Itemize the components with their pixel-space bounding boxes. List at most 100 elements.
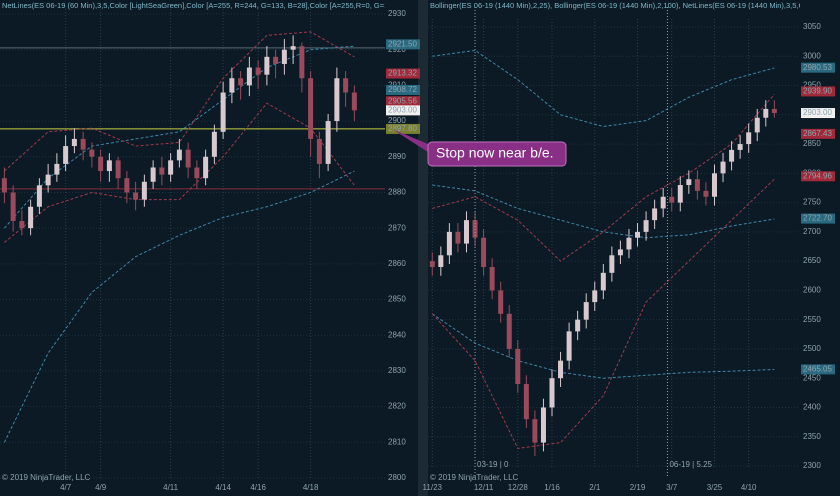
y-tick-label: 2350 <box>803 432 821 441</box>
y-tick-label: 2750 <box>803 198 821 207</box>
candle-body <box>334 78 340 122</box>
x-tick-label: 2/1 <box>589 483 601 492</box>
price-flag-label: 2867.43 <box>803 129 832 138</box>
candle-body <box>737 144 743 150</box>
price-flag-label: 2794.96 <box>803 171 832 180</box>
candle-body <box>515 348 521 385</box>
band-line <box>3 170 355 443</box>
candle-body <box>489 266 495 291</box>
x-tick-label: 4/18 <box>303 483 319 492</box>
candle-body <box>703 190 709 197</box>
candle-body <box>115 160 121 179</box>
x-tick-label: 4/10 <box>741 483 757 492</box>
candle-body <box>264 56 270 75</box>
callout-box <box>427 141 567 167</box>
candle-body <box>220 92 226 132</box>
y-tick-label: 2840 <box>388 330 406 339</box>
candle-body <box>592 290 598 303</box>
price-flag <box>801 171 835 182</box>
candle-body <box>506 313 512 349</box>
candle-body <box>660 196 666 209</box>
y-tick-label: 2300 <box>803 461 821 470</box>
y-tick-label: 3000 <box>803 51 821 60</box>
x-tick-label: 12/11 <box>474 483 494 492</box>
candle-body <box>652 208 658 221</box>
candle-body <box>238 78 244 86</box>
candle-body <box>176 149 182 161</box>
x-tick-label: 4/14 <box>215 483 231 492</box>
candle-body <box>273 56 279 64</box>
candle-body <box>549 378 555 408</box>
candle-body <box>299 46 305 79</box>
candle-body <box>558 360 564 379</box>
band-line <box>4 102 355 243</box>
band-line <box>432 93 775 262</box>
candle-body <box>211 131 217 157</box>
candle-body <box>89 149 95 157</box>
candle-body <box>763 108 769 118</box>
right-panel: 2300 2350 2400 2450 2500 2550 2600 2650 2700 2750… <box>423 1 835 492</box>
x-tick-label: 3/7 <box>666 483 678 492</box>
candle-body <box>711 173 717 197</box>
candle-body <box>229 78 235 93</box>
footer: © 2019 NinjaTrader, LLC <box>2 473 91 482</box>
candle-body <box>472 220 478 238</box>
x-tick-label: 1/16 <box>544 483 560 492</box>
price-flag <box>801 128 835 139</box>
candle-body <box>429 261 435 267</box>
y-tick-label: 2400 <box>803 403 821 412</box>
candle-body <box>124 178 130 193</box>
x-tick-label: 4/7 <box>60 483 72 492</box>
candle-body <box>71 138 77 147</box>
candle-body <box>63 146 69 164</box>
candle-body <box>438 255 444 267</box>
price-flag <box>386 84 420 95</box>
candle-body <box>669 196 675 203</box>
candle-body <box>635 231 641 238</box>
candle-body <box>583 302 589 320</box>
y-tick-label: 2890 <box>388 152 406 161</box>
chart-header: Bollinger(ES 06-19 (1440 Min),2,25), Bol… <box>430 1 822 10</box>
y-tick-label: 2950 <box>803 81 821 90</box>
y-tick-label: 2850 <box>388 295 406 304</box>
candle-body <box>98 156 104 172</box>
candle-body <box>168 160 174 175</box>
candle-body <box>523 384 529 420</box>
callout-pointer <box>392 129 428 152</box>
price-flag <box>801 86 835 97</box>
price-flag <box>801 108 835 119</box>
candle-body <box>617 249 623 256</box>
x-tick-label: 2/19 <box>630 483 646 492</box>
price-flag <box>386 68 420 79</box>
x-tick-label: 4/11 <box>163 483 179 492</box>
candle-body <box>686 179 692 186</box>
candle-body <box>575 319 581 332</box>
x-tick-label: 4/16 <box>250 483 266 492</box>
candle-body <box>351 92 357 111</box>
price-flag-label: 2980.53 <box>803 63 832 72</box>
candle-body <box>133 192 139 200</box>
band-line <box>4 31 355 172</box>
price-flag <box>386 123 420 134</box>
candle-body <box>463 220 469 244</box>
y-tick-label: 2700 <box>803 227 821 236</box>
candle-body <box>150 167 156 182</box>
price-flag <box>386 96 420 107</box>
candle-body <box>455 231 461 244</box>
plot <box>0 6 385 480</box>
y-tick-label: 2900 <box>388 116 406 125</box>
price-flag <box>386 105 420 116</box>
price-flag-label: 2921.50 <box>388 39 417 48</box>
candle-body <box>343 78 349 93</box>
candle-body <box>308 78 314 139</box>
band-line <box>431 313 775 379</box>
price-flag-label: 2939.90 <box>803 87 832 96</box>
candle-body <box>566 331 572 361</box>
candle-body <box>36 185 42 207</box>
price-flag-label: 2908.72 <box>388 85 417 94</box>
x-tick-label: 11/23 <box>423 483 443 492</box>
candle-body <box>446 231 452 256</box>
candle-body <box>771 108 777 114</box>
candle-body <box>746 132 752 145</box>
candle-body <box>203 156 209 179</box>
